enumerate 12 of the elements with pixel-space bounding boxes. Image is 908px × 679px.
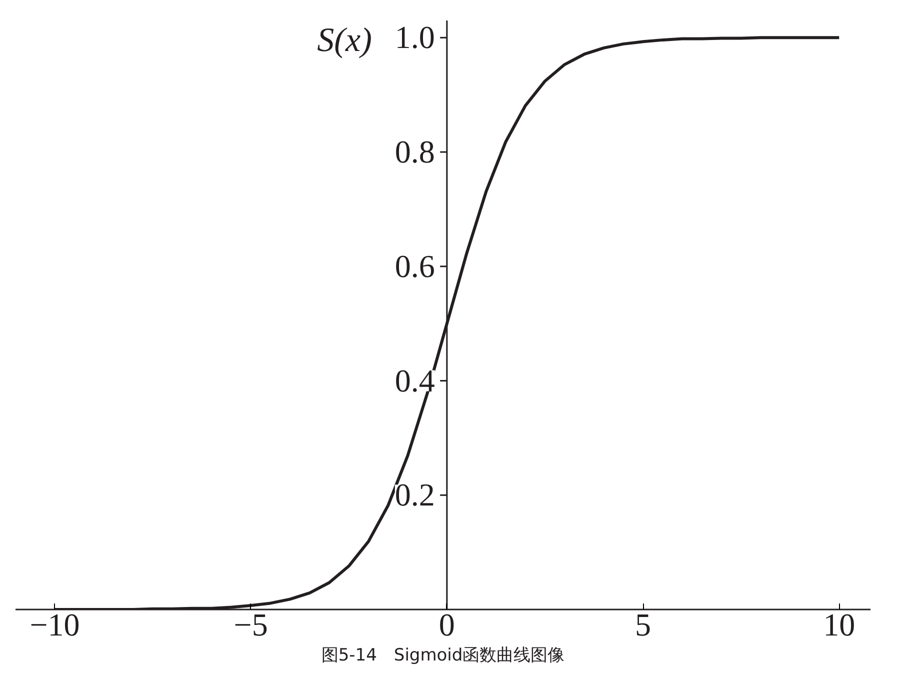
y-axis-title: S(x) [317,22,372,59]
y-tick-label: 0.8 [394,134,435,170]
x-tick-label: 0 [438,606,455,642]
caption: 图5-14 Sigmoid函数曲线图像 [321,646,565,666]
x-tick-label: −5 [234,606,268,642]
y-tick-label: 0.4 [394,362,435,398]
y-tick-label: 0.6 [394,248,435,284]
x-tick-label: 5 [635,606,652,642]
y-tick-label: 0.2 [394,476,435,513]
x-tick-label: −10 [30,606,80,642]
x-tick-label: 10 [823,606,856,642]
y-tick-label: 1.0 [394,19,435,56]
